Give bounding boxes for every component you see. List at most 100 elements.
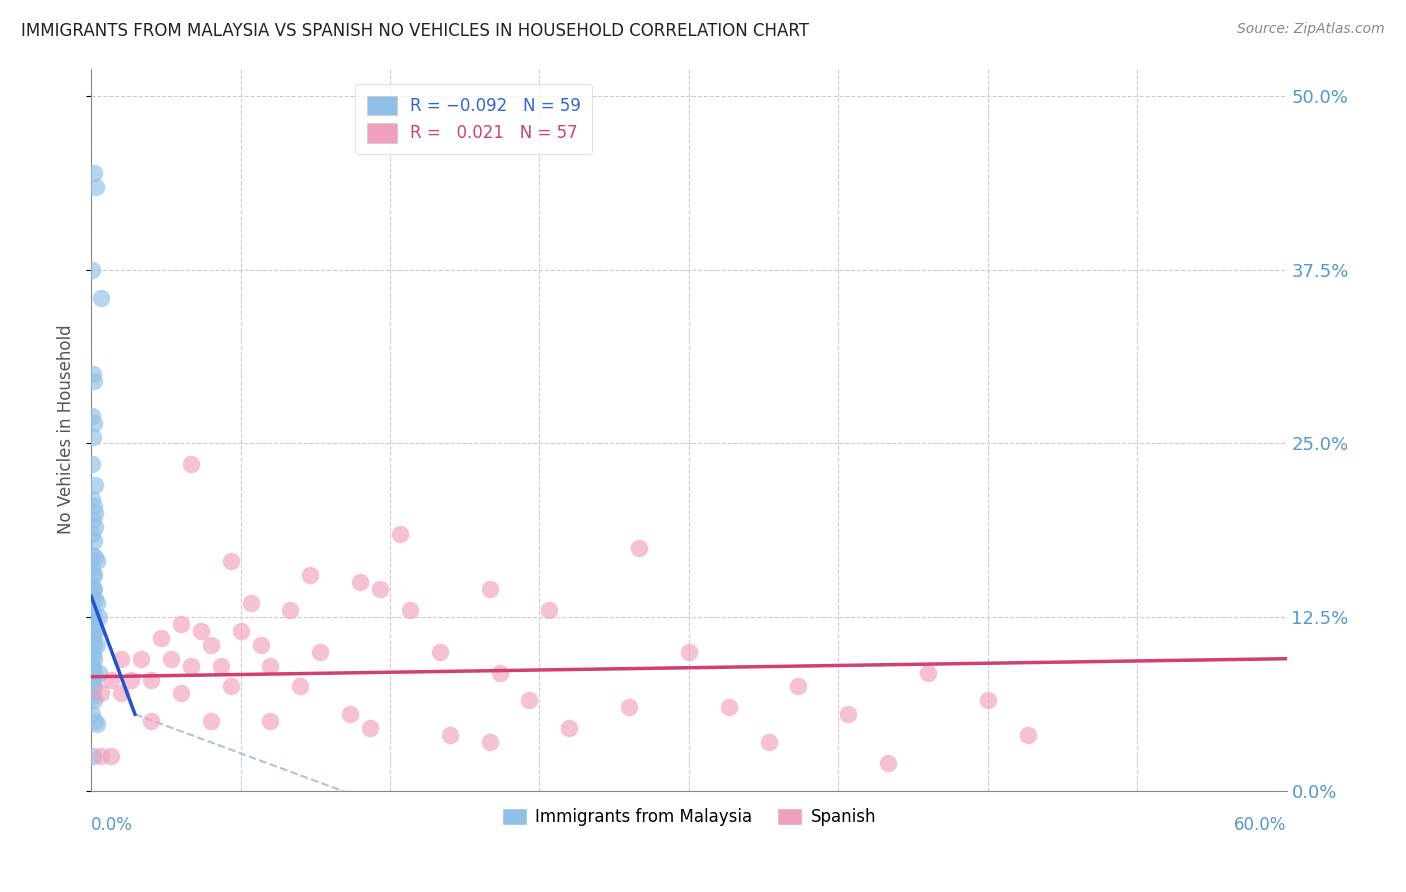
Point bbox=[219, 554, 242, 568]
Point bbox=[120, 673, 142, 687]
Point bbox=[83, 416, 105, 430]
Point bbox=[80, 680, 103, 694]
Point bbox=[339, 707, 361, 722]
Point bbox=[1017, 728, 1039, 742]
Point bbox=[758, 735, 780, 749]
Point bbox=[617, 700, 640, 714]
Point bbox=[82, 491, 104, 506]
Point bbox=[82, 578, 104, 592]
Point bbox=[917, 665, 939, 680]
Point bbox=[82, 661, 104, 675]
Point bbox=[180, 458, 202, 472]
Point bbox=[83, 651, 105, 665]
Point bbox=[82, 561, 104, 575]
Point bbox=[80, 658, 103, 673]
Point bbox=[90, 686, 112, 700]
Point bbox=[82, 648, 104, 662]
Point bbox=[80, 603, 103, 617]
Point bbox=[368, 582, 391, 597]
Point bbox=[149, 631, 172, 645]
Point bbox=[83, 374, 105, 388]
Point bbox=[139, 673, 162, 687]
Point bbox=[82, 513, 104, 527]
Point bbox=[82, 367, 104, 381]
Point bbox=[200, 638, 222, 652]
Point bbox=[86, 717, 108, 731]
Point bbox=[538, 603, 561, 617]
Point bbox=[80, 617, 103, 632]
Point bbox=[82, 633, 104, 648]
Y-axis label: No Vehicles in Household: No Vehicles in Household bbox=[58, 325, 75, 534]
Point bbox=[82, 589, 104, 603]
Point bbox=[84, 550, 107, 565]
Point bbox=[90, 291, 112, 305]
Point bbox=[87, 665, 110, 680]
Point bbox=[219, 680, 242, 694]
Point bbox=[488, 665, 510, 680]
Point bbox=[84, 179, 107, 194]
Point bbox=[84, 714, 107, 729]
Point bbox=[83, 624, 105, 638]
Point bbox=[249, 638, 271, 652]
Point bbox=[280, 603, 302, 617]
Point bbox=[180, 658, 202, 673]
Point bbox=[83, 533, 105, 548]
Point bbox=[110, 686, 132, 700]
Legend: Immigrants from Malaysia, Spanish: Immigrants from Malaysia, Spanish bbox=[495, 801, 883, 833]
Point bbox=[299, 568, 322, 582]
Point bbox=[229, 624, 252, 638]
Point bbox=[83, 499, 105, 513]
Point bbox=[83, 665, 105, 680]
Point bbox=[83, 166, 105, 180]
Point bbox=[129, 651, 152, 665]
Point bbox=[170, 686, 193, 700]
Point bbox=[86, 638, 108, 652]
Point bbox=[82, 620, 104, 634]
Point bbox=[110, 651, 132, 665]
Point bbox=[80, 707, 103, 722]
Point bbox=[82, 429, 104, 443]
Text: 0.0%: 0.0% bbox=[91, 815, 134, 834]
Point bbox=[84, 592, 107, 607]
Point bbox=[259, 714, 281, 729]
Point bbox=[309, 645, 332, 659]
Point bbox=[87, 610, 110, 624]
Point bbox=[429, 645, 451, 659]
Point bbox=[478, 582, 501, 597]
Point bbox=[290, 680, 312, 694]
Point bbox=[478, 735, 501, 749]
Point bbox=[399, 603, 422, 617]
Point bbox=[80, 631, 103, 645]
Point bbox=[84, 478, 107, 492]
Point bbox=[628, 541, 651, 555]
Point bbox=[82, 263, 104, 277]
Point bbox=[209, 658, 232, 673]
Point bbox=[239, 596, 262, 610]
Point bbox=[90, 748, 112, 763]
Point bbox=[139, 714, 162, 729]
Point bbox=[82, 689, 104, 703]
Point bbox=[82, 673, 104, 687]
Point bbox=[259, 658, 281, 673]
Point bbox=[83, 693, 105, 707]
Point bbox=[80, 645, 103, 659]
Point bbox=[877, 756, 900, 770]
Point bbox=[82, 748, 104, 763]
Text: Source: ZipAtlas.com: Source: ZipAtlas.com bbox=[1237, 22, 1385, 37]
Point bbox=[83, 610, 105, 624]
Point bbox=[100, 673, 122, 687]
Point bbox=[83, 582, 105, 597]
Point bbox=[439, 728, 461, 742]
Point bbox=[837, 707, 859, 722]
Point bbox=[787, 680, 810, 694]
Point bbox=[100, 748, 122, 763]
Point bbox=[86, 596, 108, 610]
Point bbox=[190, 624, 212, 638]
Point bbox=[82, 409, 104, 423]
Point bbox=[519, 693, 541, 707]
Point bbox=[388, 526, 411, 541]
Point bbox=[82, 458, 104, 472]
Point bbox=[678, 645, 700, 659]
Text: 60.0%: 60.0% bbox=[1234, 815, 1286, 834]
Point bbox=[160, 651, 183, 665]
